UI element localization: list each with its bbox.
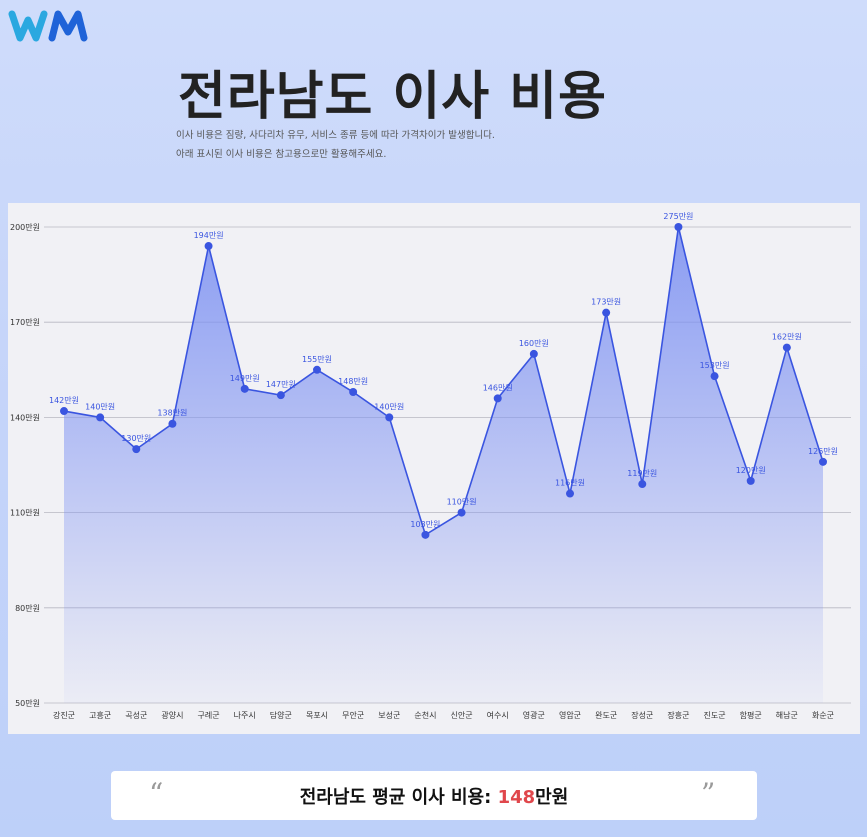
x-tick-label: 완도군 <box>595 711 617 720</box>
data-point <box>421 530 430 539</box>
y-tick-label: 80만원 <box>15 604 40 613</box>
data-label: 140만원 <box>85 402 115 411</box>
x-tick-label: 함평군 <box>740 710 762 720</box>
wm-logo <box>8 10 88 42</box>
x-tick-label: 무안군 <box>342 710 364 720</box>
data-label: 153만원 <box>700 361 730 370</box>
data-point <box>566 489 574 498</box>
x-tick-label: 진도군 <box>704 710 726 720</box>
data-label: 173만원 <box>591 298 621 307</box>
data-label: 103만원 <box>410 520 440 529</box>
average-cost-value: 148 <box>497 787 536 808</box>
data-label: 149만원 <box>230 374 260 383</box>
x-tick-label: 담양군 <box>270 710 292 720</box>
data-label: 140만원 <box>374 402 404 411</box>
x-tick-label: 보성군 <box>378 711 400 720</box>
data-point <box>313 365 321 374</box>
open-quote-icon: “ <box>149 777 164 810</box>
data-label: 142만원 <box>49 396 79 405</box>
data-label: 162만원 <box>772 333 802 342</box>
x-tick-label: 여수시 <box>487 710 509 720</box>
x-tick-label: 목포시 <box>306 711 328 720</box>
data-label: 110만원 <box>447 498 477 507</box>
y-tick-label: 110만원 <box>10 509 40 518</box>
data-point <box>276 391 285 400</box>
x-tick-label: 장성군 <box>631 710 653 720</box>
subtitle-line-1: 이사 비용은 짐량, 사다리차 유무, 서비스 종류 등에 따라 가격차이가 발… <box>176 130 495 141</box>
data-label: 146만원 <box>483 383 513 392</box>
average-cost-text: 전라남도 평균 이사 비용: 148만원 <box>111 783 757 809</box>
data-point <box>457 508 466 517</box>
page-title: 전라남도 이사 비용 <box>178 67 607 127</box>
close-quote-icon: ” <box>701 777 716 810</box>
x-tick-label: 영암군 <box>559 710 581 720</box>
x-tick-label: 해남군 <box>776 710 798 720</box>
data-label: 119만원 <box>627 469 657 478</box>
series-line <box>63 226 824 537</box>
data-point <box>602 308 611 317</box>
x-tick-label: 강진군 <box>53 710 75 720</box>
data-point <box>96 413 105 422</box>
data-point <box>493 394 502 403</box>
x-tick-label: 화순군 <box>812 711 834 720</box>
data-label: 148만원 <box>338 377 368 386</box>
data-point <box>240 384 249 393</box>
data-label: 155만원 <box>302 355 332 364</box>
data-label: 130만원 <box>121 434 151 443</box>
x-tick-label: 구례군 <box>198 710 220 720</box>
data-point <box>60 407 68 416</box>
data-point <box>349 388 358 397</box>
x-tick-label: 나주시 <box>234 711 256 720</box>
data-point <box>204 242 213 251</box>
x-tick-label: 고흥군 <box>89 710 111 720</box>
y-tick-label: 200만원 <box>10 223 40 232</box>
data-point <box>674 223 683 231</box>
data-point <box>168 419 177 428</box>
data-label: 147만원 <box>266 380 296 389</box>
y-tick-label: 170만원 <box>10 318 40 327</box>
series-area <box>64 227 823 703</box>
subtitle-line-2: 아래 표시된 이사 비용은 참고용으로만 활용해주세요. <box>176 149 387 160</box>
data-point <box>529 349 538 358</box>
data-label: 116만원 <box>555 479 585 488</box>
x-tick-label: 영광군 <box>523 710 545 720</box>
data-label: 275만원 <box>663 212 693 221</box>
y-tick-label: 140만원 <box>10 413 40 422</box>
data-point <box>638 480 647 489</box>
data-point <box>819 457 827 466</box>
y-tick-label: 50만원 <box>15 699 40 708</box>
data-point <box>710 372 719 381</box>
average-cost-unit: 만원 <box>535 787 569 808</box>
data-label: 138만원 <box>157 409 187 418</box>
x-tick-label: 장흥군 <box>667 710 689 720</box>
data-point <box>782 343 791 352</box>
average-cost-box: “ 전라남도 평균 이사 비용: 148만원 ” <box>111 771 757 820</box>
data-label: 120만원 <box>736 466 766 475</box>
x-tick-label: 신안군 <box>451 710 473 720</box>
data-point <box>746 476 755 485</box>
data-label: 194만원 <box>194 231 224 240</box>
x-tick-label: 순천시 <box>414 710 436 720</box>
data-point <box>385 413 394 422</box>
x-tick-label: 광양시 <box>161 710 183 720</box>
data-label: 160만원 <box>519 339 549 348</box>
data-label: 126만원 <box>808 447 838 456</box>
average-cost-label: 전라남도 평균 이사 비용: <box>299 787 498 808</box>
x-tick-label: 곡성군 <box>125 711 147 720</box>
data-point <box>132 445 141 454</box>
